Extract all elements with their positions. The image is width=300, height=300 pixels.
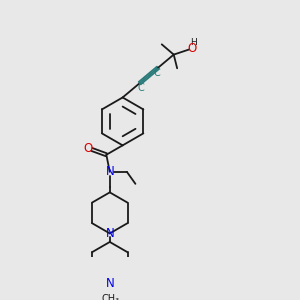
Text: O: O	[187, 42, 196, 55]
Text: N: N	[105, 277, 114, 290]
Text: O: O	[84, 142, 93, 155]
Text: CH₃: CH₃	[102, 294, 120, 300]
Text: N: N	[105, 227, 114, 240]
Text: H: H	[190, 38, 197, 47]
Text: C: C	[137, 83, 144, 93]
Text: C: C	[154, 68, 160, 78]
Text: N: N	[105, 165, 114, 178]
